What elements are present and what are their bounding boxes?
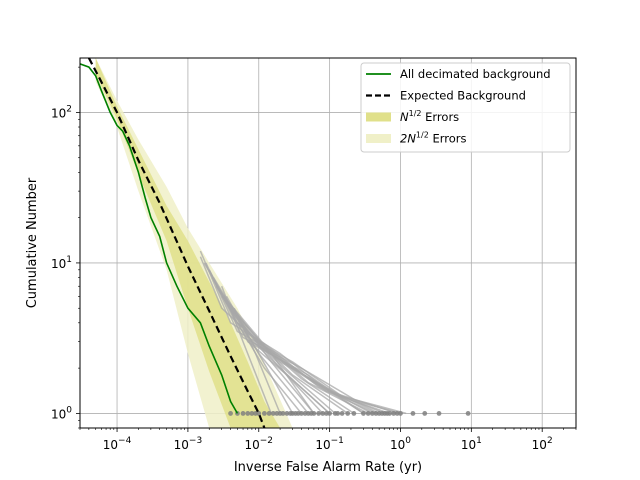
trial-point — [465, 411, 471, 416]
trial-point — [361, 411, 366, 416]
trial-point — [261, 411, 267, 416]
legend-swatch-err1 — [366, 112, 391, 122]
legend-label-expected: Expected Background — [400, 89, 526, 103]
plot-frame — [79, 57, 577, 429]
y-axis-label: Cumulative Number — [25, 177, 40, 308]
decimated-background-line — [80, 63, 239, 414]
x-tick-label: 100 — [390, 436, 411, 452]
trial-point — [249, 411, 255, 416]
trial-point — [387, 411, 392, 416]
trial-points — [228, 411, 471, 416]
series-lines — [80, 58, 266, 428]
trial-point — [391, 411, 397, 416]
trial-point — [351, 411, 357, 416]
x-axis-ticks: 10−4 10−3 10−2 10−1 100 101 102 — [79, 428, 577, 452]
x-tick-label: 10−2 — [244, 436, 273, 452]
background-trial-line — [242, 330, 324, 414]
background-trial-line — [236, 314, 315, 414]
trial-point — [316, 411, 322, 416]
trial-point — [228, 411, 233, 416]
y-tick-label: 101 — [51, 255, 72, 271]
legend: All decimated background Expected Backgro… — [360, 62, 571, 153]
trial-point — [245, 411, 251, 416]
legend-label-decimated: All decimated background — [400, 67, 551, 81]
trial-point — [398, 411, 403, 416]
background-trial-line — [233, 307, 281, 414]
x-tick-label: 10−1 — [315, 436, 344, 452]
background-trial-line — [236, 322, 407, 415]
trial-point — [299, 411, 304, 416]
background-trial-lines — [199, 250, 407, 415]
trial-point — [369, 411, 375, 416]
trial-point — [270, 411, 276, 416]
legend-label-err2: 2N1/2 Errors — [400, 131, 466, 146]
x-tick-label: 10−4 — [103, 436, 132, 452]
trial-point — [345, 411, 351, 416]
x-axis-label: Inverse False Alarm Rate (yr) — [234, 460, 422, 475]
y-tick-label: 100 — [51, 405, 72, 421]
trial-point — [422, 411, 428, 416]
x-tick-label: 102 — [532, 436, 553, 452]
expected-background-line — [87, 58, 266, 428]
legend-swatch-err2 — [366, 134, 391, 143]
background-trial-line — [220, 285, 272, 414]
legend-box — [360, 62, 571, 153]
x-tick-label: 10−3 — [174, 436, 203, 452]
trial-point — [256, 411, 262, 416]
trial-point — [436, 411, 442, 416]
y-axis-ticks: 100 101 102 — [51, 66, 80, 429]
legend-label-err1: N1/2 Errors — [400, 109, 459, 124]
trial-point — [365, 411, 371, 416]
trial-point — [320, 411, 326, 416]
error-band — [95, 58, 281, 428]
x-tick-label: 101 — [461, 436, 482, 452]
trial-point — [311, 411, 317, 416]
trial-point — [339, 411, 345, 416]
trial-point — [280, 411, 286, 416]
trial-point — [327, 411, 333, 416]
trial-point — [266, 411, 272, 416]
trial-point — [284, 411, 290, 416]
background-trial-line — [236, 322, 302, 414]
trial-point — [410, 411, 416, 416]
trial-point — [240, 411, 246, 416]
y-tick-label: 102 — [51, 104, 72, 120]
background-trial-line — [229, 307, 309, 414]
background-trial-line — [247, 341, 331, 414]
trial-point — [335, 411, 341, 416]
